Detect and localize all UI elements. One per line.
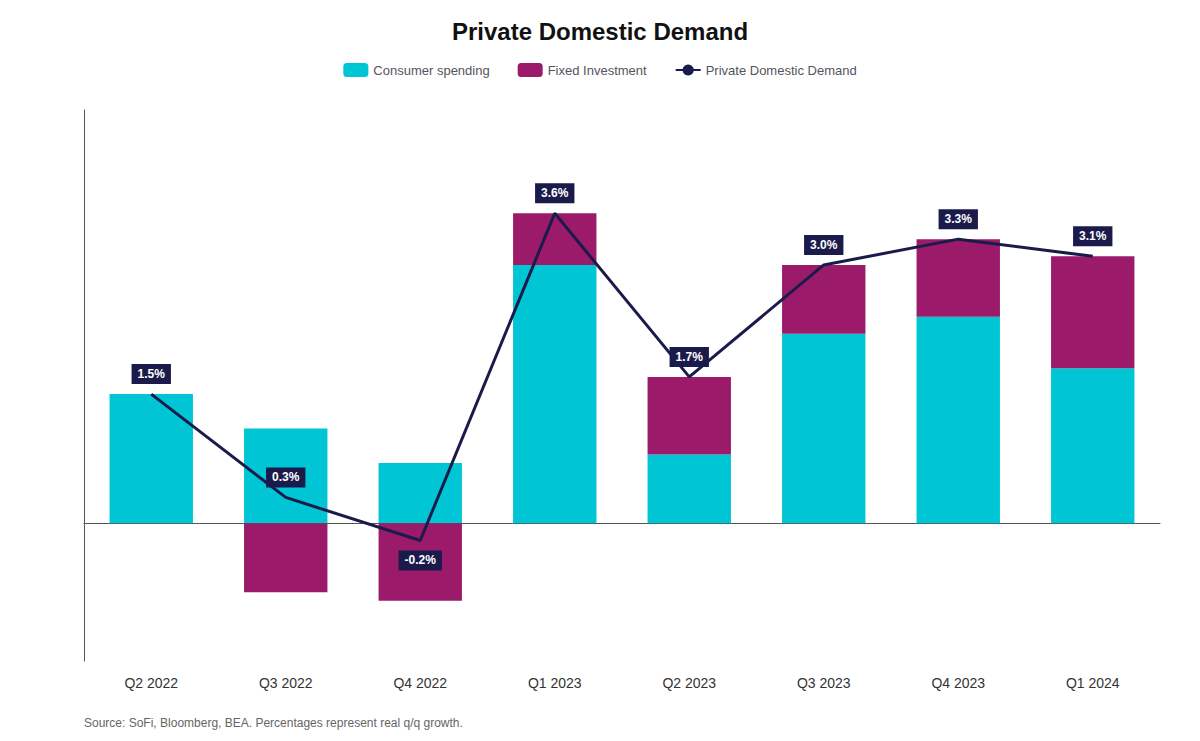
svg-text:1.7%: 1.7%	[676, 350, 704, 364]
svg-text:Q3 2023: Q3 2023	[797, 675, 851, 691]
svg-text:Q2 2023: Q2 2023	[662, 675, 716, 691]
svg-text:Private Domestic Demand: Private Domestic Demand	[706, 63, 857, 78]
svg-text:Q3 2022: Q3 2022	[259, 675, 313, 691]
svg-text:0.3%: 0.3%	[272, 470, 300, 484]
svg-text:Source: SoFi, Bloomberg, BEA.: Source: SoFi, Bloomberg, BEA. Percentage…	[84, 716, 463, 730]
svg-text:Q1 2024: Q1 2024	[1066, 675, 1120, 691]
svg-text:Private Domestic Demand: Private Domestic Demand	[452, 18, 748, 45]
svg-text:Consumer spending: Consumer spending	[373, 63, 489, 78]
svg-text:3.1%: 3.1%	[1079, 229, 1107, 243]
svg-text:3.3%: 3.3%	[945, 212, 973, 226]
svg-text:-0.2%: -0.2%	[405, 553, 437, 567]
svg-text:3.0%: 3.0%	[810, 238, 838, 252]
svg-text:Q4 2022: Q4 2022	[393, 675, 447, 691]
svg-text:Q1 2023: Q1 2023	[528, 675, 582, 691]
svg-text:Q2 2022: Q2 2022	[124, 675, 178, 691]
svg-text:Fixed Investment: Fixed Investment	[548, 63, 647, 78]
svg-text:3.6%: 3.6%	[541, 186, 569, 200]
svg-text:Q4 2023: Q4 2023	[931, 675, 985, 691]
svg-text:1.5%: 1.5%	[138, 367, 166, 381]
